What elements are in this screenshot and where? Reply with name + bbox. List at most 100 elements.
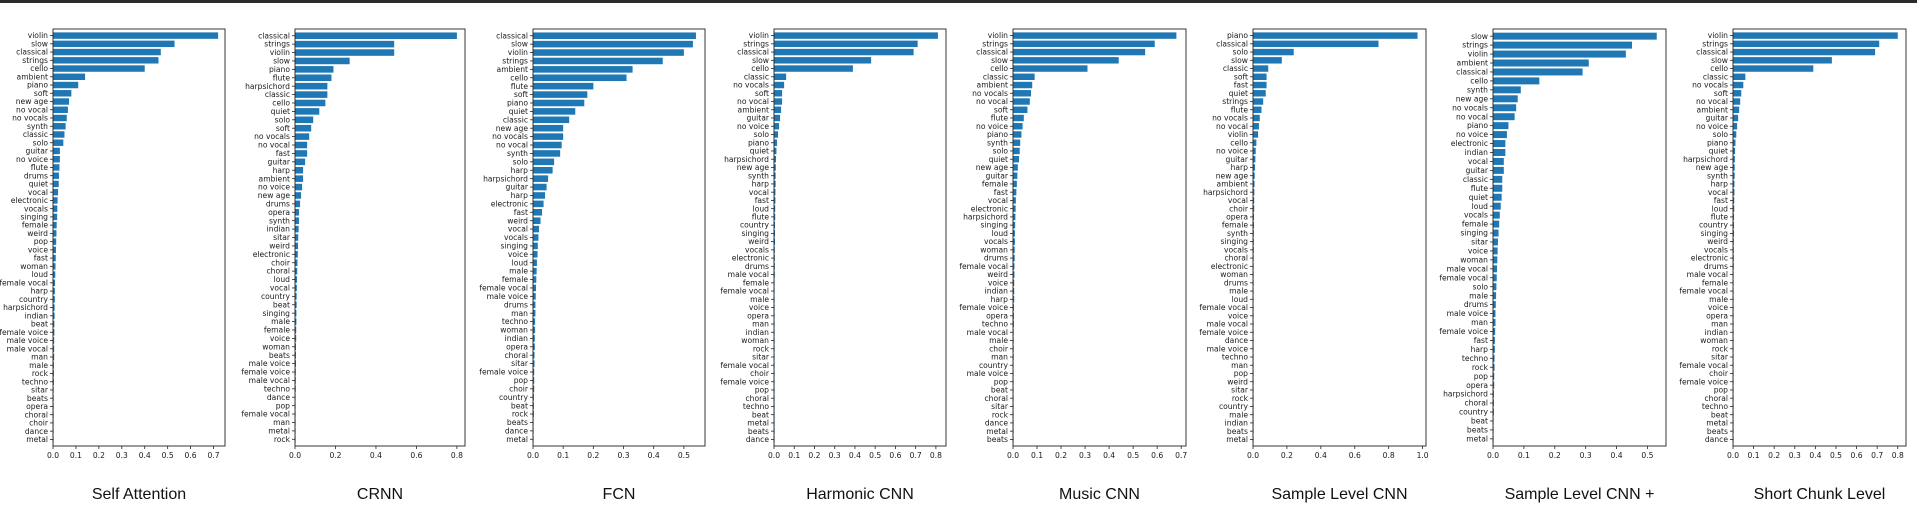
bar (1253, 172, 1255, 179)
bar (774, 238, 776, 245)
x-tick-label: 0.1 (788, 451, 800, 460)
bar (533, 309, 536, 317)
bar (1493, 140, 1506, 148)
y-tick-label: electronic (491, 199, 528, 208)
y-tick-label: singing (1461, 229, 1489, 238)
bar (1253, 98, 1264, 105)
y-tick-label: strings (22, 56, 48, 65)
x-tick-label: 0.2 (1549, 451, 1561, 460)
x-tick-label: 0.0 (527, 451, 539, 460)
chart-title: Sample Level CNN + (1505, 486, 1655, 503)
y-tick-label: no vocal (16, 105, 48, 114)
bar (53, 57, 159, 64)
bar (1013, 147, 1020, 155)
y-tick-label: metal (1226, 435, 1248, 444)
bar (1493, 292, 1497, 300)
y-tick-label: ambient (1697, 105, 1728, 114)
y-tick-label: flute (1711, 213, 1729, 222)
y-tick-label: metal (1706, 419, 1728, 428)
bar (1013, 81, 1033, 89)
bar (533, 410, 534, 418)
y-tick-label: female voice (1679, 377, 1728, 386)
y-tick-label: classic (1463, 175, 1488, 184)
bar (295, 318, 297, 325)
bar (295, 360, 297, 367)
y-tick-label: woman (1700, 336, 1728, 345)
y-tick-label: electronic (1211, 262, 1248, 271)
x-tick-label: 0.3 (829, 451, 841, 460)
y-tick-label: vocal (749, 188, 769, 197)
bar (533, 293, 536, 300)
y-tick-label: quiet (750, 147, 769, 156)
bar (533, 209, 543, 216)
axes-frame (1252, 28, 1427, 447)
y-tick-label: male vocal (1687, 270, 1728, 279)
y-tick-label: pop (514, 376, 528, 385)
y-tick-label: flute (1471, 184, 1489, 193)
y-tick-label: no vocals (492, 132, 528, 141)
bar (1493, 166, 1504, 174)
y-tick-label: ambient (259, 174, 290, 183)
x-tick-label: 0.6 (185, 451, 197, 460)
y-tick-label: male (1469, 291, 1488, 300)
bar (1733, 172, 1735, 179)
bar (1733, 221, 1735, 229)
y-tick-label: synth (269, 216, 290, 225)
bar (53, 320, 55, 328)
y-tick-label: slow (1471, 32, 1488, 41)
y-tick-label: classical (1216, 39, 1248, 48)
bar (53, 123, 66, 130)
bar (53, 254, 56, 262)
y-tick-label: harpsichord (963, 213, 1008, 222)
y-tick-label: strings (1222, 97, 1248, 106)
x-tick-label: 0.2 (808, 451, 820, 460)
y-tick-label: rock (753, 344, 770, 353)
x-tick-label: 0.4 (139, 451, 151, 460)
y-tick-label: choral (1704, 394, 1728, 403)
y-tick-label: country (261, 292, 291, 301)
bar (1493, 122, 1509, 130)
y-tick-label: synth (27, 122, 48, 131)
y-tick-label: female vocal (720, 361, 769, 370)
bar (53, 205, 58, 212)
y-tick-label: beat (1471, 417, 1488, 426)
bar (533, 251, 538, 258)
bar (1493, 265, 1498, 273)
bar (53, 221, 57, 229)
y-tick-label: man (752, 320, 769, 329)
y-tick-label: country (979, 361, 1009, 370)
y-tick-label: techno (22, 377, 48, 386)
y-tick-label: soft (1714, 89, 1728, 98)
y-tick-label: no voice (1456, 130, 1488, 139)
bar (1493, 77, 1540, 85)
y-tick-label: vocals (1704, 245, 1728, 254)
bar (295, 74, 332, 82)
y-tick-label: violin (1228, 130, 1248, 139)
y-tick-label: cello (510, 73, 528, 82)
y-tick-label: male voice (487, 292, 529, 301)
bar (1493, 399, 1494, 407)
axes-frame (52, 28, 226, 447)
y-tick-label: new age (737, 163, 770, 172)
x-tick-label: 0.4 (849, 451, 861, 460)
axes-frame (1492, 28, 1667, 447)
bar (533, 217, 541, 224)
y-tick-label: dance (746, 435, 769, 444)
y-tick-label: loud (1472, 202, 1489, 211)
bar (774, 131, 779, 138)
y-tick-label: solo (993, 147, 1009, 156)
y-tick-label: opera (747, 311, 769, 320)
y-tick-label: vocal (1468, 157, 1488, 166)
y-tick-label: piano (1707, 138, 1728, 147)
chart-panel: violinstringsclassicalslowcelloclassicno… (720, 28, 947, 503)
y-tick-label: opera (1466, 381, 1488, 390)
y-tick-label: metal (26, 435, 48, 444)
bar (1253, 188, 1255, 196)
bar (53, 345, 55, 352)
y-tick-label: female (1222, 221, 1249, 230)
bar (1493, 184, 1503, 192)
y-tick-label: drums (1704, 262, 1728, 271)
bar (53, 32, 219, 39)
y-tick-label: ambient (17, 72, 48, 81)
y-tick-label: no vocals (1692, 81, 1728, 90)
